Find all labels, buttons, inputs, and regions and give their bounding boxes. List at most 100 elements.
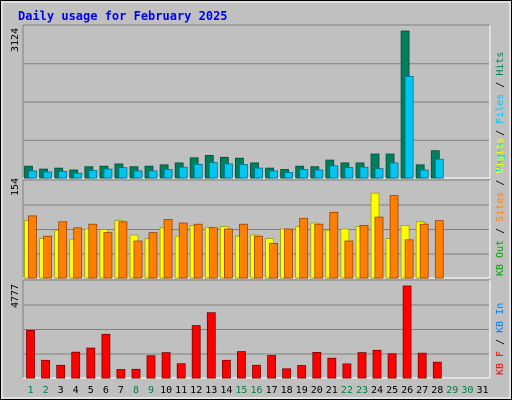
bar-kb-f-day-17 bbox=[267, 355, 277, 379]
legend-pages: Pages bbox=[495, 142, 506, 172]
x-tick-label-day-12: 12 bbox=[190, 385, 202, 396]
bar-kb-f-day-6 bbox=[101, 333, 111, 379]
panel-visits-sites bbox=[22, 179, 491, 279]
bar-sites-day-1 bbox=[28, 215, 37, 279]
bar-kb-f-day-5 bbox=[86, 347, 96, 379]
chart-title: Daily usage for February 2025 bbox=[18, 9, 228, 23]
legend-sep: / bbox=[495, 333, 506, 351]
bar-kb-f-day-2 bbox=[41, 359, 50, 379]
bar-kb-f-day-13 bbox=[206, 312, 216, 379]
bar-sites-day-7 bbox=[118, 221, 128, 279]
x-tick-label-day-17: 17 bbox=[266, 385, 278, 396]
bar-files-day-23 bbox=[359, 166, 369, 179]
bar-files-day-27 bbox=[419, 169, 429, 179]
x-tick-label-day-18: 18 bbox=[281, 385, 293, 396]
bar-files-day-10 bbox=[163, 169, 173, 179]
panel-kbf-kbin bbox=[22, 279, 491, 379]
bar-sites-day-21 bbox=[329, 211, 339, 279]
bar-files-day-3 bbox=[58, 170, 68, 179]
bar-kb-f-day-11 bbox=[176, 363, 186, 379]
y-max-label-panel-3: 4777 bbox=[10, 284, 21, 308]
bar-sites-day-27 bbox=[419, 223, 429, 279]
x-tick-label-day-31: 31 bbox=[476, 385, 488, 396]
x-tick-label-day-16: 16 bbox=[250, 385, 262, 396]
bar-files-day-12 bbox=[193, 163, 203, 179]
x-tick-label-day-4: 4 bbox=[73, 385, 79, 396]
x-tick-label-day-21: 21 bbox=[326, 385, 338, 396]
bar-files-day-11 bbox=[178, 166, 188, 179]
bar-files-day-25 bbox=[389, 162, 399, 179]
x-tick-label-day-24: 24 bbox=[371, 385, 383, 396]
bar-files-day-17 bbox=[269, 170, 279, 179]
bar-sites-day-9 bbox=[148, 232, 158, 279]
bar-sites-day-2 bbox=[43, 235, 52, 279]
bar-sites-day-8 bbox=[133, 240, 143, 279]
x-tick-label-day-10: 10 bbox=[160, 385, 172, 396]
bar-sites-day-28 bbox=[434, 220, 444, 279]
bar-files-day-14 bbox=[223, 163, 233, 179]
bar-kb-f-day-8 bbox=[131, 368, 141, 379]
bar-sites-day-13 bbox=[208, 227, 218, 279]
x-tick-label-day-8: 8 bbox=[133, 385, 139, 396]
bar-kb-f-day-25 bbox=[387, 353, 397, 379]
x-tick-label-day-15: 15 bbox=[235, 385, 247, 396]
x-tick-label-day-3: 3 bbox=[58, 385, 64, 396]
x-tick-label-day-30: 30 bbox=[461, 385, 473, 396]
bar-kb-f-day-12 bbox=[191, 325, 201, 379]
bar-kb-f-day-16 bbox=[252, 364, 261, 379]
bar-kb-f-day-14 bbox=[221, 359, 231, 379]
legend-sep: / bbox=[495, 222, 506, 240]
bar-kb-f-day-9 bbox=[146, 355, 156, 379]
x-tick-label-day-13: 13 bbox=[205, 385, 217, 396]
bar-files-day-15 bbox=[238, 163, 248, 179]
legend-kbf: KB F bbox=[495, 351, 506, 375]
x-tick-label-day-14: 14 bbox=[220, 385, 232, 396]
x-tick-label-day-2: 2 bbox=[43, 385, 49, 396]
bar-sites-day-12 bbox=[193, 223, 203, 279]
bar-sites-day-5 bbox=[88, 223, 98, 279]
bar-sites-day-20 bbox=[314, 223, 324, 279]
x-tick-label-day-28: 28 bbox=[431, 385, 443, 396]
bar-sites-day-10 bbox=[163, 219, 173, 279]
x-tick-label-day-9: 9 bbox=[148, 385, 154, 396]
bar-files-day-13 bbox=[208, 162, 218, 179]
bar-kb-f-day-10 bbox=[161, 352, 171, 379]
bar-files-day-6 bbox=[103, 168, 113, 179]
legend-sites: Sites bbox=[495, 192, 506, 222]
panel-hits-files-pages bbox=[22, 24, 491, 179]
x-tick-label-day-7: 7 bbox=[118, 385, 124, 396]
legend-sep: / bbox=[495, 174, 506, 192]
bar-sites-day-6 bbox=[103, 232, 113, 279]
x-tick-label-day-19: 19 bbox=[296, 385, 308, 396]
bar-kb-f-day-19 bbox=[297, 365, 307, 379]
legend-files: Files bbox=[495, 94, 506, 124]
legend-panel-3: KB F / KB In bbox=[495, 303, 506, 375]
legend-kbout: KB Out bbox=[495, 240, 506, 276]
bar-files-day-9 bbox=[148, 170, 158, 179]
legend-sep: / bbox=[495, 76, 506, 94]
x-tick-label-day-29: 29 bbox=[446, 385, 458, 396]
y-max-label-panel-1: 3124 bbox=[10, 28, 21, 52]
x-tick-label-day-22: 22 bbox=[341, 385, 353, 396]
x-tick-label-day-26: 26 bbox=[401, 385, 413, 396]
x-tick-label-day-25: 25 bbox=[386, 385, 398, 396]
bar-kb-f-day-7 bbox=[116, 369, 126, 379]
x-tick-label-day-23: 23 bbox=[356, 385, 368, 396]
legend-panel-2: KB Out / Sites / Visits bbox=[495, 138, 506, 276]
x-tick-label-day-5: 5 bbox=[88, 385, 94, 396]
bar-files-day-1 bbox=[28, 170, 37, 179]
bar-sites-day-16 bbox=[254, 235, 263, 279]
x-tick-label-day-27: 27 bbox=[416, 385, 428, 396]
y-max-label-panel-2: 154 bbox=[10, 178, 21, 196]
bar-files-day-22 bbox=[344, 167, 354, 179]
bar-files-day-28 bbox=[434, 158, 444, 179]
bar-kb-f-day-4 bbox=[71, 351, 81, 379]
bar-files-day-7 bbox=[118, 167, 128, 179]
bar-sites-day-22 bbox=[344, 240, 354, 279]
legend-visits: Visits bbox=[495, 138, 506, 174]
x-axis-day-labels: 1 2 3 4 5 6 7 8 9 10 11 12 13 14 15 16 17 18 19 20 21 22 23 24 2… bbox=[27, 385, 488, 396]
bar-sites-day-23 bbox=[359, 224, 369, 279]
bar-sites-day-25 bbox=[389, 195, 399, 279]
bar-kb-f-day-27 bbox=[417, 352, 427, 379]
